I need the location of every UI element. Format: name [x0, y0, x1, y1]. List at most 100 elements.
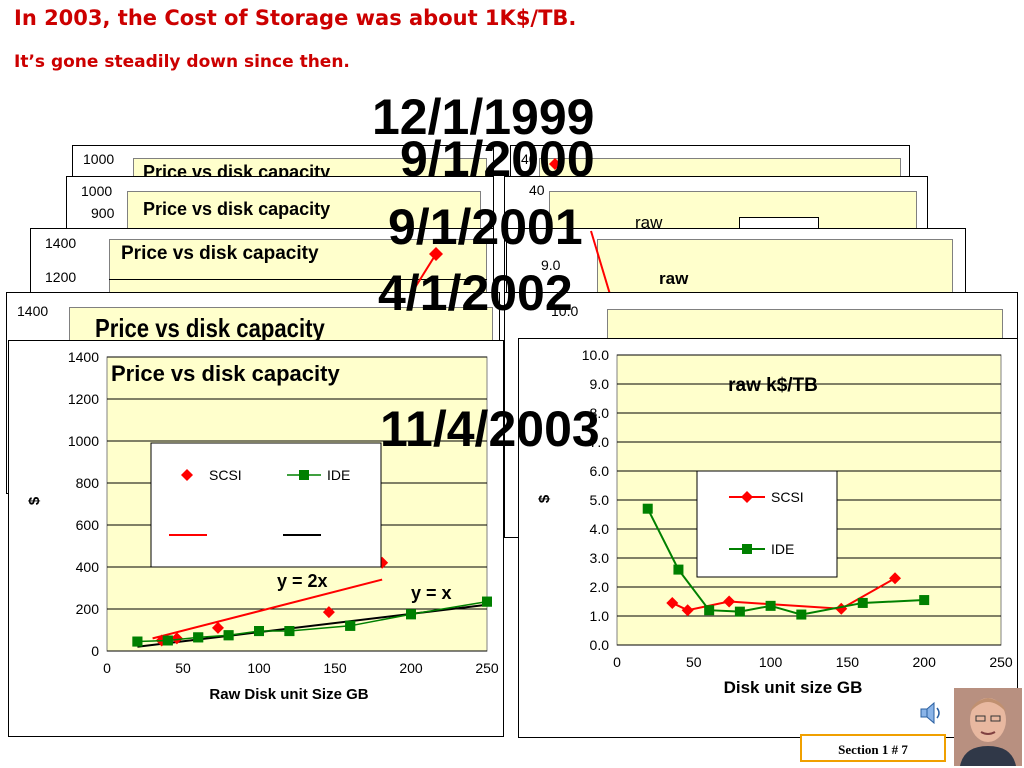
series-line: [646, 508, 925, 616]
data-point: [211, 621, 224, 634]
y-tick: 9.0: [541, 257, 561, 273]
y-tick-label: 0: [91, 643, 99, 659]
data-point: [345, 620, 356, 631]
bg-scsi-marker: [549, 158, 561, 170]
y-tick-label: 1000: [68, 433, 99, 449]
legend: [150, 442, 382, 568]
x-tick-label: 50: [175, 660, 191, 676]
raw-chart-frame: 0.0 1.0 2.0 3.0 4.0 5.0 6.0 7.0 8.0 9.0 10.0 0 50 100…: [518, 338, 1018, 738]
data-point: [723, 595, 736, 608]
speaker-icon[interactable]: [918, 700, 944, 726]
y-axis-label: $: [26, 496, 43, 505]
y-tick: 1400: [17, 303, 49, 319]
data-point: [322, 606, 335, 619]
data-point: [482, 596, 492, 607]
data-point: [681, 604, 694, 617]
y-tick-label: 200: [76, 601, 100, 617]
date-label: 9/1/2001: [388, 199, 583, 255]
data-point: [223, 630, 234, 641]
date-label: 11/4/2003: [380, 401, 600, 457]
chart-title: Price vs disk capacity: [111, 361, 340, 386]
bg-chart-title: raw: [659, 269, 689, 289]
legend-label: IDE: [771, 541, 794, 557]
legend: [696, 470, 838, 578]
y-tick-label: 0.0: [590, 637, 610, 653]
x-tick-label: 100: [759, 654, 783, 670]
y-tick: 1400: [45, 235, 77, 251]
data-point: [857, 597, 868, 608]
price-chart-frame: 0 200 400 600 800 1000 1200 1400 0 50 100 150 200 250…: [8, 340, 504, 737]
legend-marker: [299, 470, 309, 480]
x-tick-label: 50: [686, 654, 702, 670]
x-tick-label: 200: [913, 654, 937, 670]
y-tick: 1000: [83, 151, 115, 167]
y-tick-label: 600: [76, 517, 100, 533]
data-point: [162, 635, 173, 646]
y-tick: 900: [91, 205, 115, 221]
y-tick-label: 400: [76, 559, 100, 575]
y-tick-label: 800: [76, 475, 100, 491]
bg-chart-title: Price vs disk capacity: [95, 313, 325, 344]
date-label: 4/1/2002: [378, 265, 573, 321]
y-tick-label: 3.0: [590, 550, 610, 566]
price-chart: 0 200 400 600 800 1000 1200 1400 0 50 100 150 200 250…: [26, 349, 499, 703]
slide-title: In 2003, the Cost of Storage was about 1…: [14, 6, 577, 30]
raw-cost-chart: 0.0 1.0 2.0 3.0 4.0 5.0 6.0 7.0 8.0 9.0 10.0 0 50 100…: [536, 347, 1013, 697]
data-point: [193, 632, 204, 643]
y-tick-label: 6.0: [590, 463, 610, 479]
x-tick-label: 100: [247, 660, 271, 676]
x-tick-label: 250: [475, 660, 499, 676]
date-label: 9/1/2000: [400, 131, 595, 187]
chart-title: raw k$/TB: [728, 375, 818, 396]
trendline-label: y = x: [411, 583, 452, 603]
legend-marker: [742, 544, 752, 554]
data-point: [132, 636, 143, 647]
y-tick: 1000: [81, 183, 113, 199]
legend-label: SCSI: [209, 467, 242, 483]
legend-marker: [741, 491, 753, 503]
y-tick-label: 10.0: [582, 347, 609, 363]
y-tick-label: 1400: [68, 349, 99, 365]
date-label: 12/1/1999: [372, 89, 595, 145]
x-tick-label: 200: [399, 660, 423, 676]
slide-subtitle: It’s gone steadily down since then.: [14, 52, 350, 72]
x-tick-label: 0: [613, 654, 621, 670]
y-tick-label: 1200: [68, 391, 99, 407]
y-axis-label: $: [536, 494, 553, 503]
y-tick-label: 2.0: [590, 579, 610, 595]
y-tick-label: 9.0: [590, 376, 610, 392]
y-tick-label: 1.0: [590, 608, 610, 624]
x-tick-label: 0: [103, 660, 111, 676]
x-axis-label: Raw Disk unit Size GB: [209, 686, 368, 703]
bg-chart-title: Price vs disk capacity: [121, 243, 319, 265]
y-tick-label: 7.0: [590, 434, 610, 450]
bg-chart-title: Price vs disk capacity: [143, 199, 331, 220]
data-point: [170, 632, 183, 645]
x-tick-label: 150: [836, 654, 860, 670]
legend-label: SCSI: [771, 489, 804, 505]
data-point: [889, 572, 902, 585]
y-tick: 1200: [45, 269, 77, 285]
data-point: [796, 609, 807, 620]
y-tick: 40: [529, 182, 545, 198]
x-axis-label: Disk unit size GB: [724, 678, 863, 697]
y-tick: 10.0: [551, 303, 579, 319]
data-point: [666, 596, 679, 609]
bg-scsi-segment: [410, 247, 443, 295]
data-point: [254, 626, 264, 637]
y-tick-label: 5.0: [590, 492, 610, 508]
data-point: [765, 600, 776, 611]
data-point: [704, 605, 715, 616]
data-point: [406, 609, 416, 620]
trendline-label: y = 2x: [277, 571, 328, 591]
slide-number: Section 1 # 7: [800, 734, 946, 762]
data-point: [673, 564, 684, 575]
legend-marker: [181, 469, 193, 481]
y-tick-label: 8.0: [590, 405, 610, 421]
trendline: [152, 578, 383, 640]
legend-label: IDE: [327, 467, 350, 483]
data-point: [919, 595, 930, 606]
y-tick: 40: [521, 151, 537, 167]
presenter-photo: [954, 688, 1022, 766]
data-point: [734, 606, 745, 617]
